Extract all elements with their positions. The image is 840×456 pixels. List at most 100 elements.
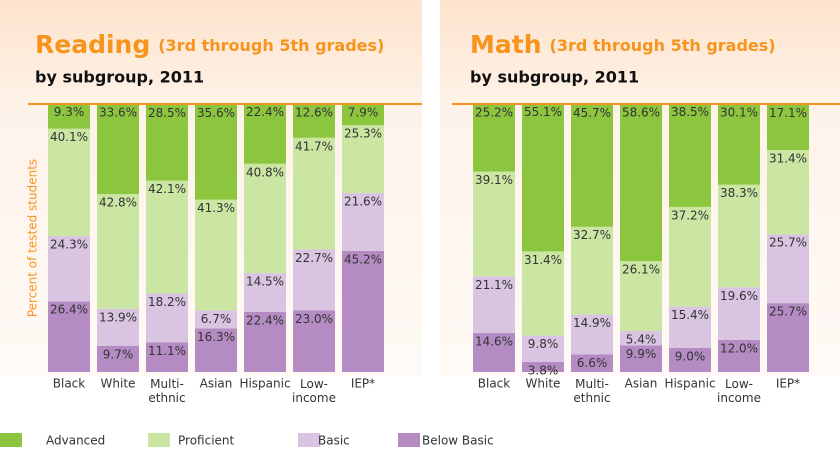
bar-segment [244,163,286,274]
x-tick-label: Hispanic [664,377,715,391]
bar-segment [620,261,662,331]
bar-segment [718,287,760,340]
legend-label: Below Basic [422,434,494,448]
data-label: 41.7% [295,139,333,153]
data-label: 39.1% [475,173,513,187]
data-label: 25.3% [344,127,382,141]
data-label: 7.9% [348,106,379,120]
data-label: 3.8% [528,363,559,377]
bar-segment [669,206,711,307]
x-tick-label-line: income [292,391,336,405]
data-label: 21.1% [475,278,513,292]
data-label: 14.6% [475,334,513,348]
x-tick-label-line: Low- [725,377,753,391]
data-label: 26.1% [622,263,660,277]
bar-segment [571,226,613,315]
data-label: 18.2% [148,295,186,309]
x-tick-label: White [101,377,136,391]
data-label: 9.3% [54,105,85,119]
data-label: 42.1% [148,182,186,196]
bar-segment [522,335,564,362]
bar-segment [195,104,237,200]
title-note: (3rd through 5th grades) [158,36,384,55]
chart-title: Math (3rd through 5th grades) [470,30,776,59]
bar-segment [571,354,613,372]
bar-segment [718,184,760,288]
bar-segment [473,171,515,277]
x-tick-label: IEP* [776,377,800,391]
legend-label: Advanced [46,434,105,448]
bar-segment [97,194,139,309]
data-label: 30.1% [720,106,758,120]
data-label: 14.5% [246,275,284,289]
bar-segment [48,301,90,372]
legend-label: Proficient [178,434,235,448]
x-tick-label: IEP* [351,377,375,391]
chart-title: Math [470,30,542,59]
bar-segment [244,311,286,372]
bar-segment [146,342,188,372]
data-label: 31.4% [769,152,807,166]
data-label: 26.4% [50,303,88,317]
chart-subtitle: by subgroup, 2011 [470,68,639,87]
data-label: 9.0% [675,349,706,363]
data-label: 15.4% [671,308,709,322]
bar-segment [522,103,564,252]
data-label: 22.7% [295,251,333,265]
data-label: 12.0% [720,341,758,355]
y-axis-label: Percent of tested students [26,159,40,317]
x-tick-label: Black [478,377,511,391]
data-label: 58.6% [622,106,660,120]
data-label: 25.7% [769,236,807,250]
x-tick-label-line: Multi- [150,377,184,391]
x-tick-label: Low-income [717,377,761,405]
x-tick-label: Hispanic [239,377,290,391]
chart-title: Reading [35,30,150,59]
x-tick-label: Multi-ethnic [148,377,185,405]
data-label: 24.3% [50,238,88,252]
data-label: 22.4% [246,105,284,119]
bar-segment [342,104,384,126]
data-label: 45.7% [573,106,611,120]
data-label: 38.5% [671,105,709,119]
legend-swatch [0,433,22,447]
bar-segment [767,150,809,235]
data-label: 22.4% [246,313,284,327]
bar-segment [48,128,90,237]
bar-segment [718,339,760,372]
data-label: 32.7% [573,228,611,242]
data-label: 14.9% [573,316,611,330]
data-label: 28.5% [148,106,186,120]
data-label: 33.6% [99,106,137,120]
legend-swatch [398,433,420,447]
legend-swatch [148,433,170,447]
data-label: 40.1% [50,130,88,144]
data-label: 42.8% [99,196,137,210]
data-label: 25.2% [475,106,513,120]
x-tick-label-line: Multi- [575,377,609,391]
bar-segment [342,125,384,193]
bar-segment [571,104,613,227]
bar-segment [473,332,515,372]
bar-segment [669,347,711,372]
bar-segment [767,234,809,304]
bar-segment [195,310,237,329]
bar-segment [146,104,188,181]
x-tick-label: Asian [200,377,233,391]
data-label: 9.8% [528,337,559,351]
title-note: (3rd through 5th grades) [550,36,776,55]
bar-segment [718,104,760,185]
x-tick-label: Asian [625,377,658,391]
bar-segment [473,276,515,333]
data-label: 21.6% [344,194,382,208]
data-label: 38.3% [720,186,758,200]
x-tick-label-line: Low- [300,377,328,391]
bar-segment [97,346,139,372]
bar-segment [244,103,286,164]
data-label: 6.6% [577,356,608,370]
bar-segment [473,104,515,172]
data-label: 9.7% [103,348,134,362]
bar-segment [97,308,139,347]
x-tick-label: White [526,377,561,391]
